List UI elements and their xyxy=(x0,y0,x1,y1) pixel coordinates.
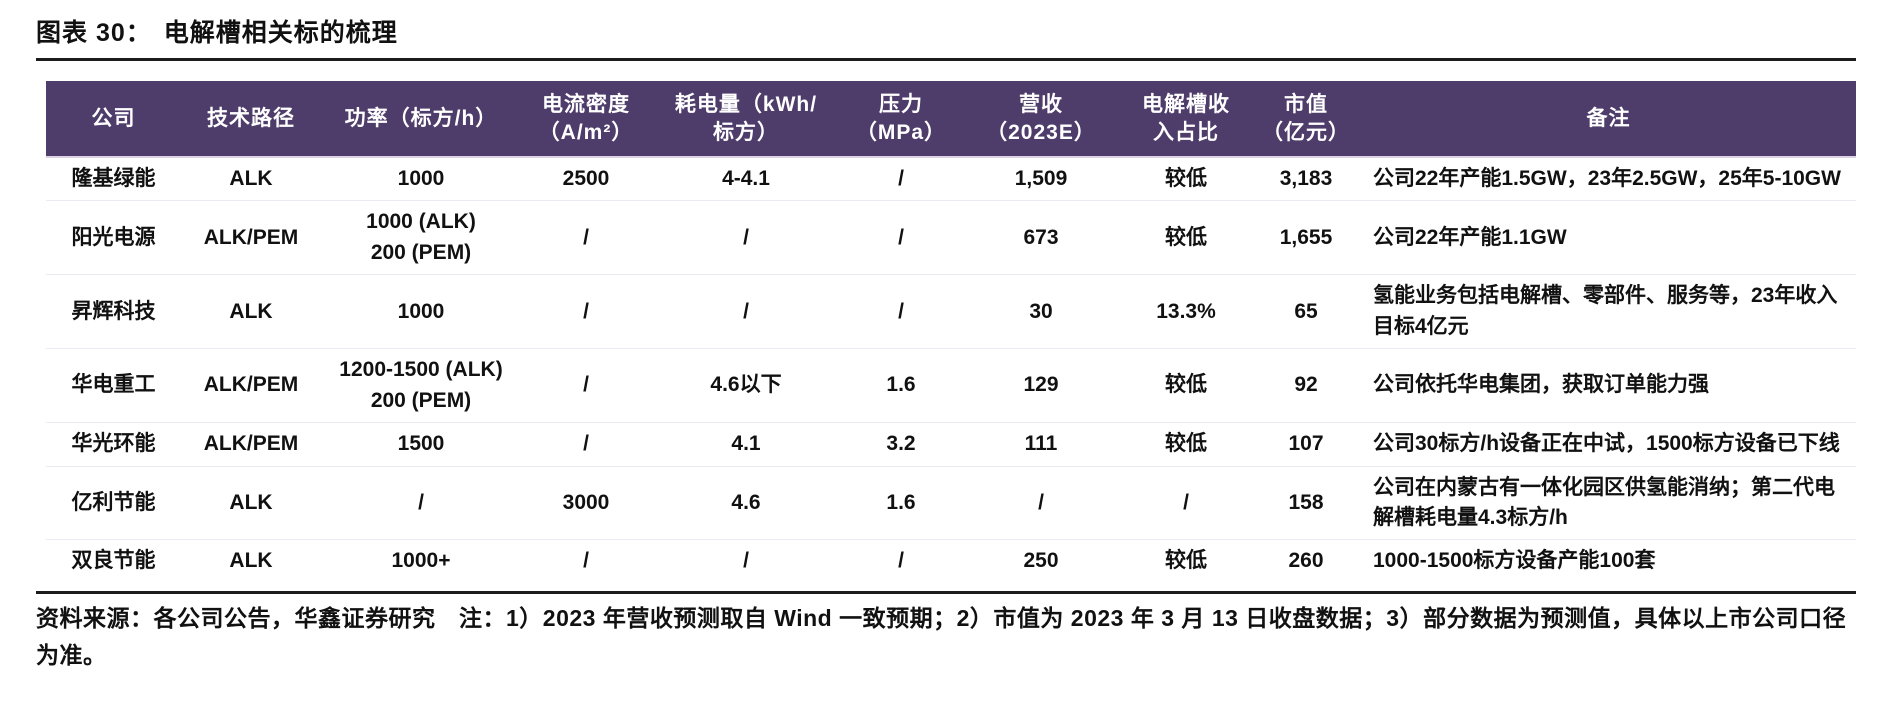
col-header-revenue-share: 电解槽收 入占比 xyxy=(1121,81,1251,158)
cell-tech-route: ALK xyxy=(181,274,321,350)
table-header: 公司 技术路径 功率（标方/h） 电流密度 （A/m²） 耗电量（kWh/ 标方… xyxy=(46,81,1856,158)
cell-remark: 公司22年产能1.1GW xyxy=(1361,200,1856,276)
cell-tech-route: ALK xyxy=(181,466,321,541)
table-row: 双良节能 ALK 1000+ / / / 250 较低 260 1000-150… xyxy=(46,539,1856,583)
cell-pressure: / xyxy=(841,157,961,202)
electrolyzer-companies-table: 公司 技术路径 功率（标方/h） 电流密度 （A/m²） 耗电量（kWh/ 标方… xyxy=(46,81,1856,583)
cell-power: 1000 (ALK) 200 (PEM) xyxy=(321,200,521,276)
col-header-company: 公司 xyxy=(46,81,181,158)
table-row: 亿利节能 ALK / 3000 4.6 1.6 / / 158 公司在内蒙古有一… xyxy=(46,466,1856,541)
figure-title: 图表 30： 电解槽相关标的梳理 xyxy=(36,0,1856,61)
cell-revenue-share: 较低 xyxy=(1121,348,1251,424)
cell-current-density: / xyxy=(521,200,651,276)
cell-revenue: 673 xyxy=(961,200,1121,276)
cell-tech-route: ALK/PEM xyxy=(181,200,321,276)
cell-pressure: 3.2 xyxy=(841,422,961,467)
cell-revenue: 111 xyxy=(961,422,1121,467)
cell-pressure: / xyxy=(841,539,961,583)
cell-pressure: 1.6 xyxy=(841,466,961,541)
cell-remark: 公司在内蒙古有一体化园区供氢能消纳；第二代电解槽耗电量4.3标方/h xyxy=(1361,466,1856,541)
cell-revenue-share: 较低 xyxy=(1121,539,1251,583)
cell-current-density: / xyxy=(521,422,651,467)
cell-company: 华光环能 xyxy=(46,422,181,467)
cell-current-density: / xyxy=(521,348,651,424)
col-header-market-cap: 市值 （亿元） xyxy=(1251,81,1361,158)
cell-company: 阳光电源 xyxy=(46,200,181,276)
cell-energy-consumption: 4.6 xyxy=(651,466,841,541)
col-header-power: 功率（标方/h） xyxy=(321,81,521,158)
cell-market-cap: 260 xyxy=(1251,539,1361,583)
cell-power: 1000 xyxy=(321,274,521,350)
cell-pressure: / xyxy=(841,274,961,350)
cell-revenue: 30 xyxy=(961,274,1121,350)
cell-energy-consumption: 4.6以下 xyxy=(651,348,841,424)
figure-title-text: 电解槽相关标的梳理 xyxy=(163,19,398,47)
cell-revenue: 250 xyxy=(961,539,1121,583)
col-header-revenue: 营收 （2023E） xyxy=(961,81,1121,158)
cell-market-cap: 92 xyxy=(1251,348,1361,424)
cell-market-cap: 3,183 xyxy=(1251,157,1361,202)
col-header-remark: 备注 xyxy=(1361,81,1856,158)
cell-energy-consumption: 4-4.1 xyxy=(651,157,841,202)
cell-tech-route: ALK xyxy=(181,157,321,202)
cell-power: 1500 xyxy=(321,422,521,467)
cell-remark: 公司22年产能1.5GW，23年2.5GW，25年5-10GW xyxy=(1361,157,1856,202)
cell-market-cap: 1,655 xyxy=(1251,200,1361,276)
cell-company: 华电重工 xyxy=(46,348,181,424)
header-row: 公司 技术路径 功率（标方/h） 电流密度 （A/m²） 耗电量（kWh/ 标方… xyxy=(46,81,1856,158)
cell-revenue-share: 较低 xyxy=(1121,422,1251,467)
table-bottom-rule xyxy=(36,590,1856,594)
cell-power: / xyxy=(321,466,521,541)
cell-revenue-share: 较低 xyxy=(1121,157,1251,202)
cell-revenue-share: 较低 xyxy=(1121,200,1251,276)
cell-power: 1000 xyxy=(321,157,521,202)
cell-power: 1200-1500 (ALK) 200 (PEM) xyxy=(321,348,521,424)
cell-revenue: / xyxy=(961,466,1121,541)
cell-pressure: 1.6 xyxy=(841,348,961,424)
cell-pressure: / xyxy=(841,200,961,276)
cell-revenue: 129 xyxy=(961,348,1121,424)
cell-tech-route: ALK xyxy=(181,539,321,583)
cell-revenue: 1,509 xyxy=(961,157,1121,202)
cell-power: 1000+ xyxy=(321,539,521,583)
cell-market-cap: 107 xyxy=(1251,422,1361,467)
cell-remark: 1000-1500标方设备产能100套 xyxy=(1361,539,1856,583)
figure-number-label: 图表 30： xyxy=(36,19,152,47)
cell-revenue-share: / xyxy=(1121,466,1251,541)
table-row: 昇辉科技 ALK 1000 / / / 30 13.3% 65 氢能业务包括电解… xyxy=(46,274,1856,350)
table-row: 阳光电源 ALK/PEM 1000 (ALK) 200 (PEM) / / / … xyxy=(46,200,1856,276)
table-body: 隆基绿能 ALK 1000 2500 4-4.1 / 1,509 较低 3,18… xyxy=(46,157,1856,583)
cell-current-density: / xyxy=(521,274,651,350)
cell-company: 昇辉科技 xyxy=(46,274,181,350)
cell-current-density: 2500 xyxy=(521,157,651,202)
cell-market-cap: 65 xyxy=(1251,274,1361,350)
cell-energy-consumption: / xyxy=(651,274,841,350)
cell-current-density: 3000 xyxy=(521,466,651,541)
cell-energy-consumption: / xyxy=(651,200,841,276)
cell-remark: 公司依托华电集团，获取订单能力强 xyxy=(1361,348,1856,424)
table-row: 华电重工 ALK/PEM 1200-1500 (ALK) 200 (PEM) /… xyxy=(46,348,1856,424)
cell-revenue-share: 13.3% xyxy=(1121,274,1251,350)
cell-energy-consumption: / xyxy=(651,539,841,583)
col-header-tech-route: 技术路径 xyxy=(181,81,321,158)
cell-remark: 氢能业务包括电解槽、零部件、服务等，23年收入目标4亿元 xyxy=(1361,274,1856,350)
cell-tech-route: ALK/PEM xyxy=(181,422,321,467)
cell-remark: 公司30标方/h设备正在中试，1500标方设备已下线 xyxy=(1361,422,1856,467)
cell-market-cap: 158 xyxy=(1251,466,1361,541)
table-row: 隆基绿能 ALK 1000 2500 4-4.1 / 1,509 较低 3,18… xyxy=(46,157,1856,202)
col-header-current-density: 电流密度 （A/m²） xyxy=(521,81,651,158)
col-header-energy-consumption: 耗电量（kWh/ 标方） xyxy=(651,81,841,158)
col-header-pressure: 压力 （MPa） xyxy=(841,81,961,158)
cell-current-density: / xyxy=(521,539,651,583)
cell-energy-consumption: 4.1 xyxy=(651,422,841,467)
cell-company: 隆基绿能 xyxy=(46,157,181,202)
cell-company: 亿利节能 xyxy=(46,466,181,541)
table-row: 华光环能 ALK/PEM 1500 / 4.1 3.2 111 较低 107 公… xyxy=(46,422,1856,467)
cell-company: 双良节能 xyxy=(46,539,181,583)
cell-tech-route: ALK/PEM xyxy=(181,348,321,424)
source-note: 资料来源：各公司公告，华鑫证券研究 注：1）2023 年营收预测取自 Wind … xyxy=(36,604,1847,668)
